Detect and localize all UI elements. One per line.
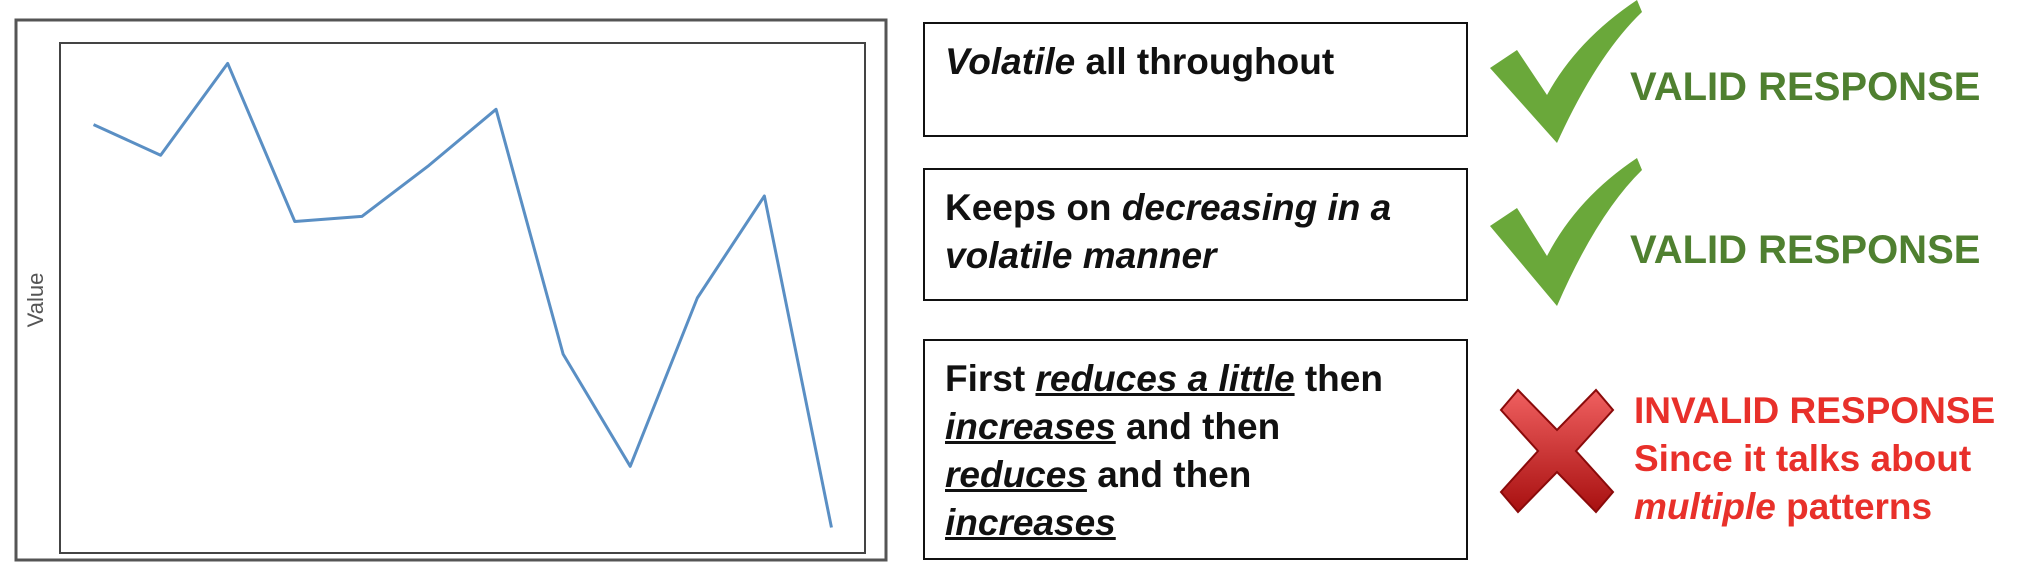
text-segment: Keeps on (945, 187, 1122, 228)
text-line: Volatile all throughout (945, 38, 1446, 86)
text-line: VALID RESPONSE (1630, 63, 1980, 111)
chart-frame (14, 18, 888, 562)
text-line: increases (945, 499, 1446, 547)
text-segment: reduces (945, 454, 1087, 495)
text-segment: Since it talks about (1634, 438, 1972, 479)
response-box: First reduces a little then increases and… (923, 339, 1468, 560)
text-line: multiple patterns (1634, 483, 1995, 531)
cross-icon (1499, 388, 1615, 514)
text-segment: volatile manner (945, 235, 1217, 276)
text-line: Keeps on decreasing in a (945, 184, 1446, 232)
text-segment: reduces a little (1035, 358, 1295, 399)
text-segment: multiple (1634, 486, 1776, 527)
y-axis-label: Value (23, 273, 48, 328)
text-segment: increases (945, 406, 1116, 447)
check-icon (1490, 158, 1642, 306)
text-segment: and then (1115, 406, 1281, 447)
line-chart: Value (14, 18, 888, 562)
text-line: VALID RESPONSE (1630, 226, 1980, 274)
response-box: Keeps on decreasing in a volatile manner (923, 168, 1468, 301)
text-line: First reduces a little then (945, 355, 1446, 403)
verdict-label: INVALID RESPONSE Since it talks about mult… (1634, 387, 1995, 531)
text-segment: and then (1086, 454, 1252, 495)
text-line: increases and then (945, 403, 1446, 451)
text-segment: VALID RESPONSE (1630, 65, 1981, 109)
response-box: Volatile all throughout (923, 22, 1468, 137)
text-segment: INVALID RESPONSE (1634, 390, 1996, 431)
text-segment: First (945, 358, 1036, 399)
text-segment: decreasing in a (1121, 187, 1392, 228)
text-segment: Volatile (945, 41, 1076, 82)
text-line: Since it talks about (1634, 435, 1995, 483)
text-segment: VALID RESPONSE (1630, 228, 1981, 272)
verdict-label: VALID RESPONSE (1630, 63, 1980, 111)
plot-area (59, 42, 866, 554)
verdict-label: VALID RESPONSE (1630, 226, 1980, 274)
text-line: reduces and then (945, 451, 1446, 499)
data-line (92, 61, 833, 528)
text-segment: all throughout (1075, 41, 1335, 82)
text-segment: increases (945, 502, 1116, 543)
text-line: INVALID RESPONSE (1634, 387, 1995, 435)
text-line: volatile manner (945, 232, 1446, 280)
text-segment: patterns (1775, 486, 1933, 527)
text-segment: then (1294, 358, 1383, 399)
check-icon (1490, 0, 1642, 143)
